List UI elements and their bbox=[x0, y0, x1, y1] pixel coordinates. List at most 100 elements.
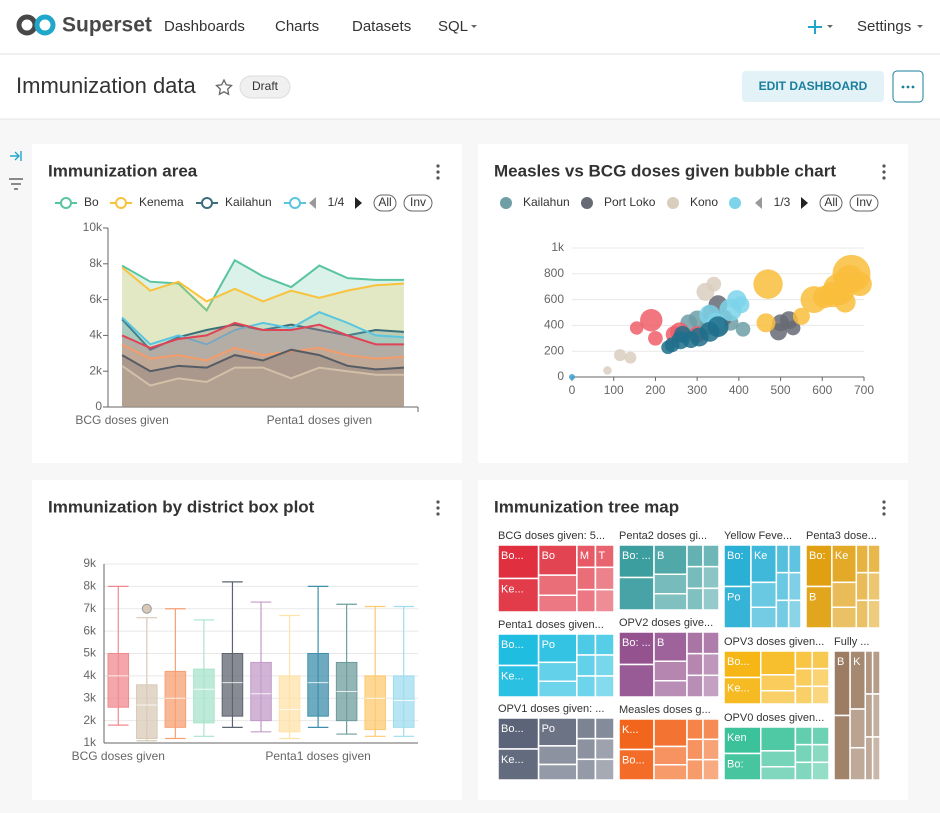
treemap-tile[interactable] bbox=[849, 708, 867, 749]
treemap-tile[interactable] bbox=[702, 652, 720, 677]
treemap-tile[interactable] bbox=[594, 566, 615, 591]
treemap-tile[interactable] bbox=[594, 588, 615, 613]
treemap-tile[interactable] bbox=[686, 718, 704, 741]
treemap-tile[interactable] bbox=[871, 736, 881, 781]
treemap-tile[interactable] bbox=[811, 667, 830, 688]
treemap-tile[interactable] bbox=[686, 758, 704, 781]
treemap-tile[interactable] bbox=[653, 680, 688, 698]
pager-prev[interactable] bbox=[755, 197, 762, 209]
pager-next[interactable] bbox=[355, 197, 362, 209]
treemap-tile[interactable] bbox=[576, 675, 597, 698]
settings-menu[interactable]: Settings bbox=[857, 18, 911, 35]
treemap-tile[interactable] bbox=[750, 606, 778, 629]
treemap-tile[interactable] bbox=[653, 718, 688, 748]
treemap-tile[interactable] bbox=[686, 738, 704, 761]
treemap-tile[interactable] bbox=[833, 714, 851, 781]
legend-label[interactable]: Kailahun bbox=[225, 195, 272, 209]
treemap-tile[interactable] bbox=[871, 693, 881, 738]
treemap-tile[interactable] bbox=[855, 571, 869, 602]
legend-all[interactable]: All bbox=[378, 195, 391, 209]
treemap-tile[interactable] bbox=[750, 544, 778, 584]
treemap-tile[interactable] bbox=[805, 544, 833, 588]
treemap-tile[interactable] bbox=[686, 587, 704, 611]
treemap-tile[interactable] bbox=[794, 743, 813, 764]
legend-label[interactable]: Kailahun bbox=[523, 195, 570, 209]
treemap-tile[interactable] bbox=[787, 571, 802, 602]
legend-invert[interactable]: Inv bbox=[410, 195, 426, 209]
treemap-tile[interactable] bbox=[537, 680, 578, 698]
panel-menu[interactable] bbox=[436, 164, 440, 180]
treemap-tile[interactable] bbox=[576, 588, 597, 613]
treemap-tile[interactable] bbox=[811, 726, 830, 746]
treemap-tile[interactable] bbox=[867, 544, 881, 574]
treemap-tile[interactable] bbox=[594, 633, 615, 656]
panel-menu[interactable] bbox=[882, 164, 886, 180]
treemap-group-label[interactable]: Penta2 doses gi... bbox=[619, 530, 707, 542]
treemap-tile[interactable] bbox=[723, 544, 752, 588]
legend-label[interactable]: Kenema bbox=[139, 195, 184, 209]
panel-menu[interactable] bbox=[436, 500, 440, 516]
treemap-tile[interactable] bbox=[618, 631, 655, 666]
treemap-tile[interactable] bbox=[576, 758, 597, 781]
panel-menu[interactable] bbox=[882, 500, 886, 516]
treemap-tile[interactable] bbox=[537, 594, 578, 613]
treemap-tile[interactable] bbox=[831, 606, 858, 629]
treemap-tile[interactable] bbox=[723, 676, 762, 705]
treemap-tile[interactable] bbox=[576, 633, 597, 656]
treemap-group-label[interactable]: OPV3 doses given... bbox=[724, 636, 824, 648]
treemap-tile[interactable] bbox=[686, 544, 704, 568]
treemap-group-label[interactable]: Fully ... bbox=[834, 636, 869, 648]
nav-item[interactable]: Datasets bbox=[352, 18, 411, 35]
treemap-tile[interactable] bbox=[702, 674, 720, 698]
treemap-tile[interactable] bbox=[760, 674, 797, 692]
treemap-tile[interactable] bbox=[653, 764, 688, 781]
treemap-tile[interactable] bbox=[849, 747, 867, 781]
treemap-tile[interactable] bbox=[811, 650, 830, 670]
treemap-tile[interactable] bbox=[702, 587, 720, 611]
treemap-tile[interactable] bbox=[618, 576, 655, 611]
treemap-tile[interactable] bbox=[537, 574, 578, 597]
treemap-tile[interactable] bbox=[702, 565, 720, 590]
treemap-tile[interactable] bbox=[864, 650, 874, 695]
treemap-tile[interactable] bbox=[594, 717, 615, 740]
treemap-group-label[interactable]: Yellow Feve... bbox=[724, 530, 792, 542]
treemap-group-label[interactable]: Penta1 doses given... bbox=[498, 619, 604, 631]
legend-all[interactable]: All bbox=[824, 195, 837, 209]
pager-prev[interactable] bbox=[309, 197, 316, 209]
treemap-tile[interactable] bbox=[497, 717, 540, 750]
treemap-tile[interactable] bbox=[787, 599, 802, 629]
treemap-tile[interactable] bbox=[594, 758, 615, 781]
treemap-tile[interactable] bbox=[794, 667, 813, 688]
legend-label[interactable]: Port Loko bbox=[604, 195, 656, 209]
legend-label[interactable]: Bo bbox=[84, 195, 99, 209]
treemap-tile[interactable] bbox=[594, 654, 615, 677]
treemap-tile[interactable] bbox=[775, 599, 790, 629]
treemap-tile[interactable] bbox=[576, 566, 597, 591]
treemap-tile[interactable] bbox=[497, 577, 540, 613]
expand-icon[interactable] bbox=[10, 151, 22, 161]
edit-button[interactable] bbox=[742, 71, 884, 102]
treemap-tile[interactable] bbox=[653, 660, 688, 682]
treemap-tile[interactable] bbox=[760, 650, 797, 676]
plus-icon[interactable] bbox=[808, 20, 822, 34]
treemap-tile[interactable] bbox=[594, 675, 615, 698]
treemap-tile[interactable] bbox=[775, 544, 790, 574]
treemap-tile[interactable] bbox=[794, 650, 813, 670]
treemap-tile[interactable] bbox=[537, 633, 578, 664]
treemap-tile[interactable] bbox=[855, 599, 869, 629]
brand[interactable]: Superset bbox=[62, 14, 152, 37]
treemap-tile[interactable] bbox=[686, 652, 704, 677]
treemap-tile[interactable] bbox=[723, 752, 762, 781]
treemap-tile[interactable] bbox=[811, 685, 830, 705]
treemap-tile[interactable] bbox=[867, 571, 881, 602]
treemap-tile[interactable] bbox=[618, 663, 655, 698]
treemap-tile[interactable] bbox=[805, 585, 833, 629]
treemap-tile[interactable] bbox=[811, 743, 830, 764]
treemap-tile[interactable] bbox=[831, 581, 858, 608]
treemap-group-label[interactable]: OPV1 doses given: ... bbox=[498, 703, 604, 715]
treemap-tile[interactable] bbox=[702, 718, 720, 741]
legend-invert[interactable]: Inv bbox=[856, 195, 872, 209]
treemap-tile[interactable] bbox=[760, 690, 797, 705]
pager-next[interactable] bbox=[801, 197, 808, 209]
treemap-tile[interactable] bbox=[497, 664, 540, 698]
